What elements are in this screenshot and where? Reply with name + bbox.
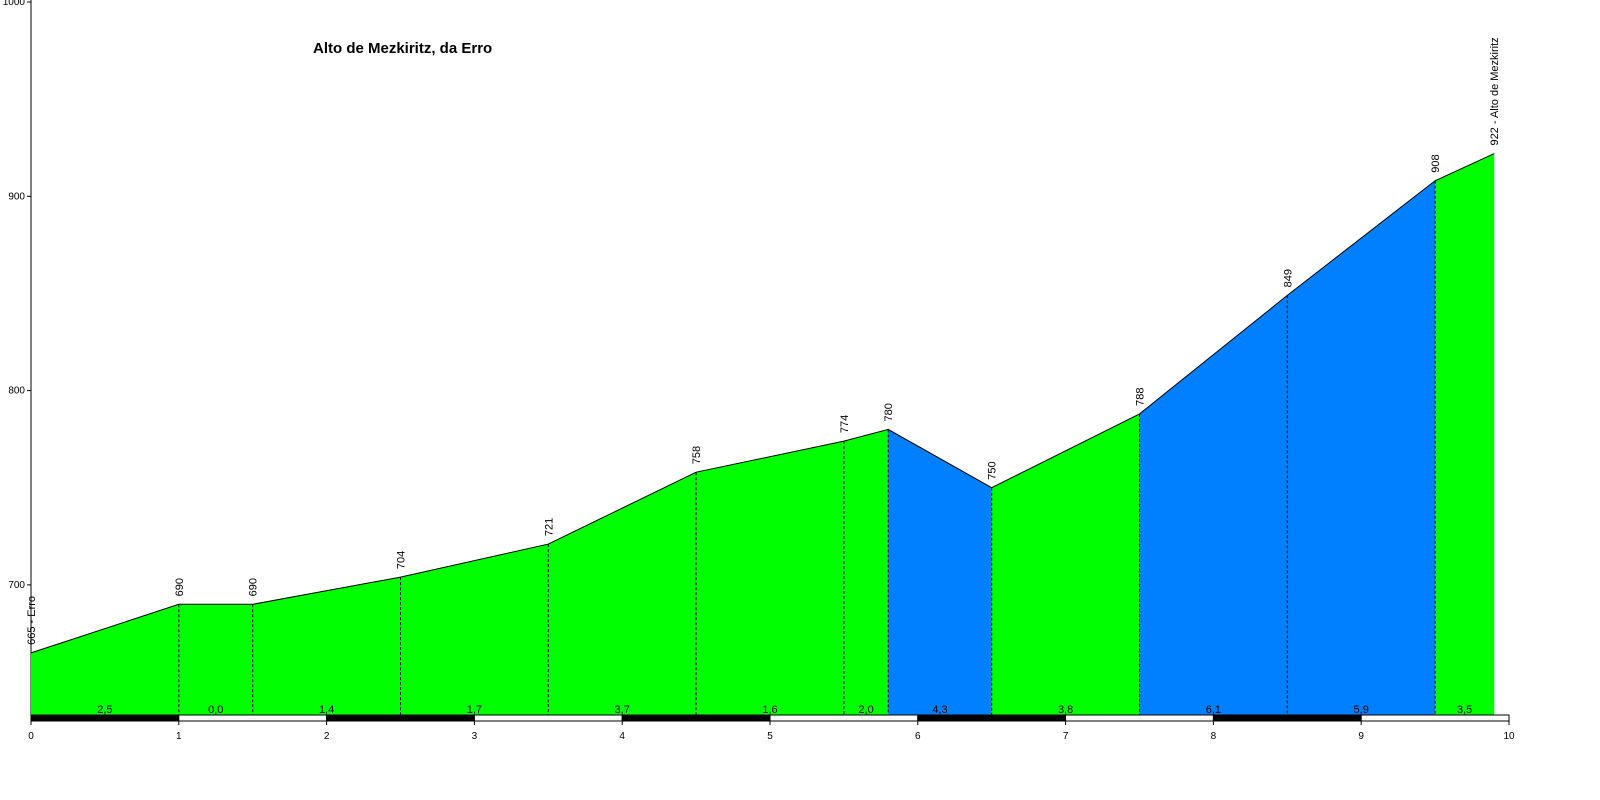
x-tick-label: 6 [915,731,921,742]
gradient-label: 3,8 [1058,704,1073,716]
y-tick-label: 800 [8,386,25,397]
x-tick-label: 9 [1358,731,1364,742]
y-tick-label: 900 [8,191,25,202]
x-tick-label: 10 [1503,731,1515,742]
x-tick-label: 3 [472,731,478,742]
point-label: 758 [691,446,703,464]
x-tick-label: 4 [619,731,625,742]
gradient-label: 1,6 [762,704,777,716]
segment-area [400,544,549,717]
km-bar [621,714,771,722]
segment-area [178,604,253,717]
gradient-label: 0,0 [208,704,223,716]
point-label: 704 [396,551,408,569]
x-tick-label: 2 [324,731,330,742]
point-label: 665 - Erro [26,596,38,645]
point-label: 690 [248,578,260,596]
point-label: 780 [883,403,895,421]
point-label: 849 [1282,269,1294,287]
segment-area [1287,180,1436,717]
gradient-label: 6,1 [1206,704,1221,716]
segment-area [843,429,889,717]
segment-area [548,472,697,717]
y-tick-label: 700 [8,580,25,591]
km-bar [1212,714,1362,722]
profile-line [30,153,1495,654]
x-tick-label: 1 [176,731,182,742]
gradient-label: 3,7 [615,704,630,716]
km-bar [326,714,475,722]
km-bar [1065,714,1214,722]
point-label: 774 [839,415,851,433]
x-tick-label: 0 [28,731,34,742]
chart-title: Alto de Mezkiritz, da Erro [313,40,492,57]
point-label: 788 [1135,388,1147,406]
segment-area [31,604,179,717]
km-bar [1360,714,1510,722]
gradient-label: 5,9 [1354,704,1369,716]
segment-area [888,429,992,717]
gradient-label: 1,7 [467,704,482,716]
x-tick-label: 7 [1063,731,1069,742]
gradient-label: 2,5 [97,704,112,716]
gradient-label: 3,5 [1457,704,1472,716]
segment-area [1139,295,1288,717]
point-label: 922 - Alto de Mezkiritz [1489,37,1501,145]
gradient-label: 1,4 [319,704,334,716]
x-tick-label: 5 [767,731,773,742]
gradient-label: 4,3 [932,704,947,716]
segment-area [252,577,401,717]
y-tick-label: 1000 [3,0,26,8]
point-label: 690 [174,578,186,596]
km-bar [769,714,919,722]
point-label: 908 [1430,154,1442,172]
point-label: 721 [543,518,555,536]
segment-area [1435,153,1495,717]
point-label: 750 [987,461,999,479]
segment-area [696,441,844,717]
gradient-label: 2,0 [858,704,873,716]
segment-area [991,413,1140,717]
km-bar [178,714,328,722]
x-tick-label: 8 [1211,731,1217,742]
km-bar [473,714,623,722]
